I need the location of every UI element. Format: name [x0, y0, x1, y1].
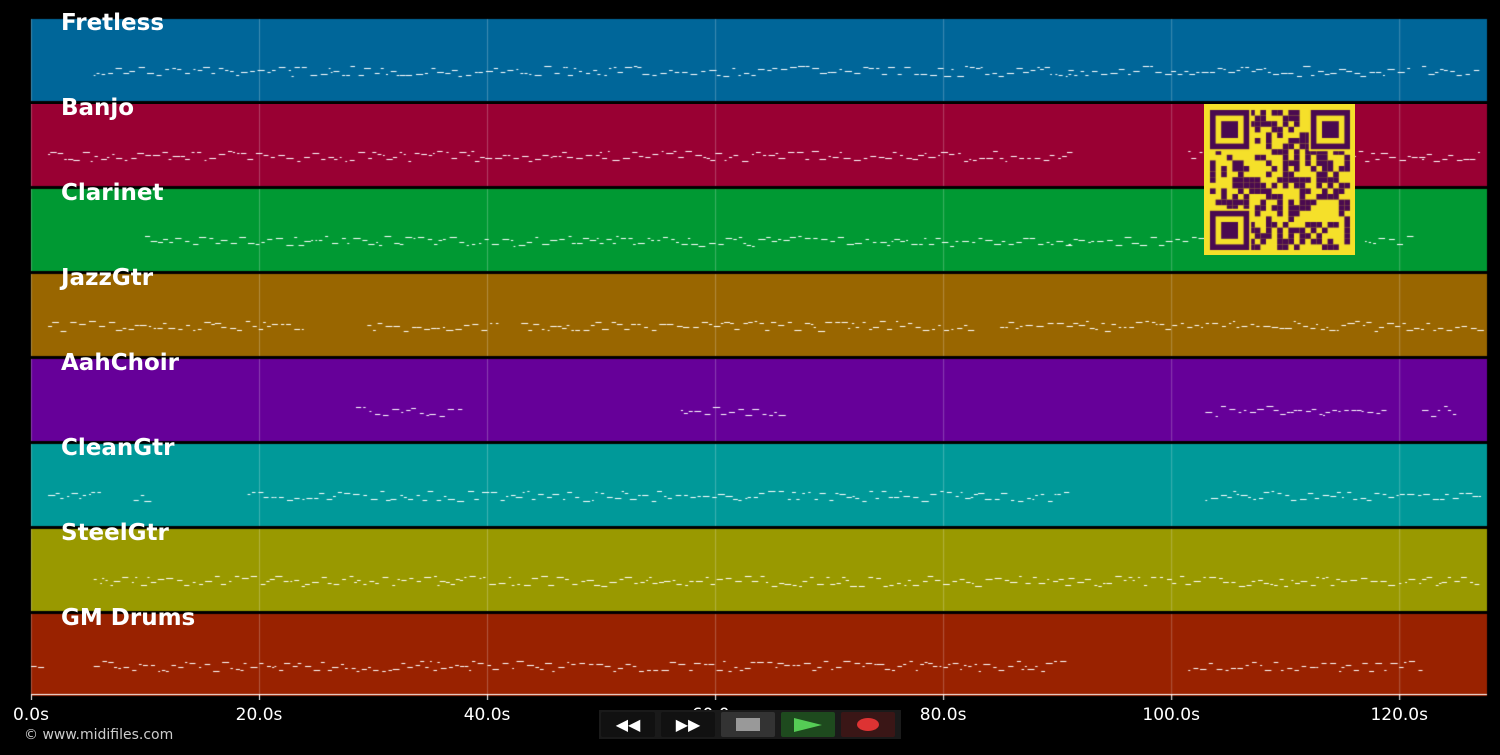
track-label: GM Drums: [61, 605, 196, 631]
record-icon: [857, 718, 879, 731]
fast-forward-button[interactable]: ▶▶: [661, 712, 715, 737]
track-label: Fretless: [61, 10, 165, 36]
stop-icon: [736, 718, 760, 731]
axis-tick-label: 0.0s: [13, 705, 49, 725]
transport-controls: ◀◀ ▶▶: [599, 710, 901, 739]
track-label: JazzGtr: [61, 265, 154, 291]
track-label: Clarinet: [61, 180, 164, 206]
track-label: AahChoir: [61, 350, 179, 376]
play-icon: [794, 717, 822, 732]
stop-button[interactable]: [721, 712, 775, 737]
fast-forward-icon: ▶▶: [675, 715, 701, 734]
axis-tick-label: 100.0s: [1142, 705, 1200, 725]
axis-tick-label: 20.0s: [235, 705, 283, 725]
qr-code: [1204, 104, 1355, 255]
axis-tick-label: 120.0s: [1370, 705, 1428, 725]
track-label: SteelGtr: [61, 520, 169, 546]
rewind-icon: ◀◀: [615, 715, 641, 734]
rewind-button[interactable]: ◀◀: [601, 712, 655, 737]
axis-tick-label: 80.0s: [919, 705, 967, 725]
axis-tick-label: 40.0s: [463, 705, 511, 725]
copyright: © www.midifiles.com: [24, 727, 174, 743]
track-label: Banjo: [61, 95, 135, 121]
play-button[interactable]: [781, 712, 835, 737]
track-label: CleanGtr: [61, 435, 175, 461]
record-button[interactable]: [841, 712, 895, 737]
